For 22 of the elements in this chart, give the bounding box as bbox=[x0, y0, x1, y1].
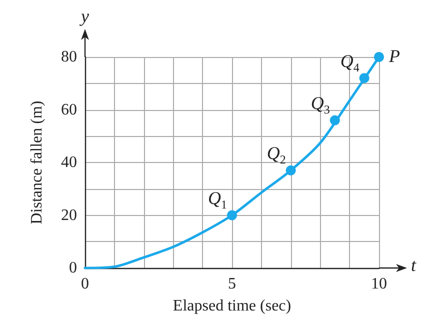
point bbox=[330, 115, 340, 126]
x-tick-label: 10 bbox=[371, 276, 387, 292]
annotation: P bbox=[389, 46, 400, 66]
point bbox=[374, 52, 384, 62]
x-tick-label: 0 bbox=[81, 276, 89, 292]
y-tick-label: 20 bbox=[61, 206, 77, 224]
point bbox=[227, 210, 237, 220]
y-tick-label: 80 bbox=[61, 48, 77, 66]
annotation: Q$_{2}$ bbox=[266, 143, 286, 169]
y-tick-label: 60 bbox=[61, 101, 77, 118]
point bbox=[359, 73, 370, 84]
annotation: Q$_{3}$ bbox=[310, 93, 330, 119]
x-axis-title: Elapsed time (sec) bbox=[172, 298, 292, 314]
annotation: Q$_{1}$ bbox=[208, 188, 227, 214]
y-axis-title: Distance fallen (m) bbox=[28, 100, 46, 224]
x-tick-label: 5 bbox=[228, 276, 236, 292]
point bbox=[286, 165, 296, 176]
text: t bbox=[411, 255, 416, 275]
y-tick-label: 0 bbox=[69, 260, 77, 276]
y-tick-label: 40 bbox=[61, 154, 77, 171]
text: y bbox=[81, 6, 89, 26]
annotation: Q$_{4}$ bbox=[340, 51, 360, 77]
